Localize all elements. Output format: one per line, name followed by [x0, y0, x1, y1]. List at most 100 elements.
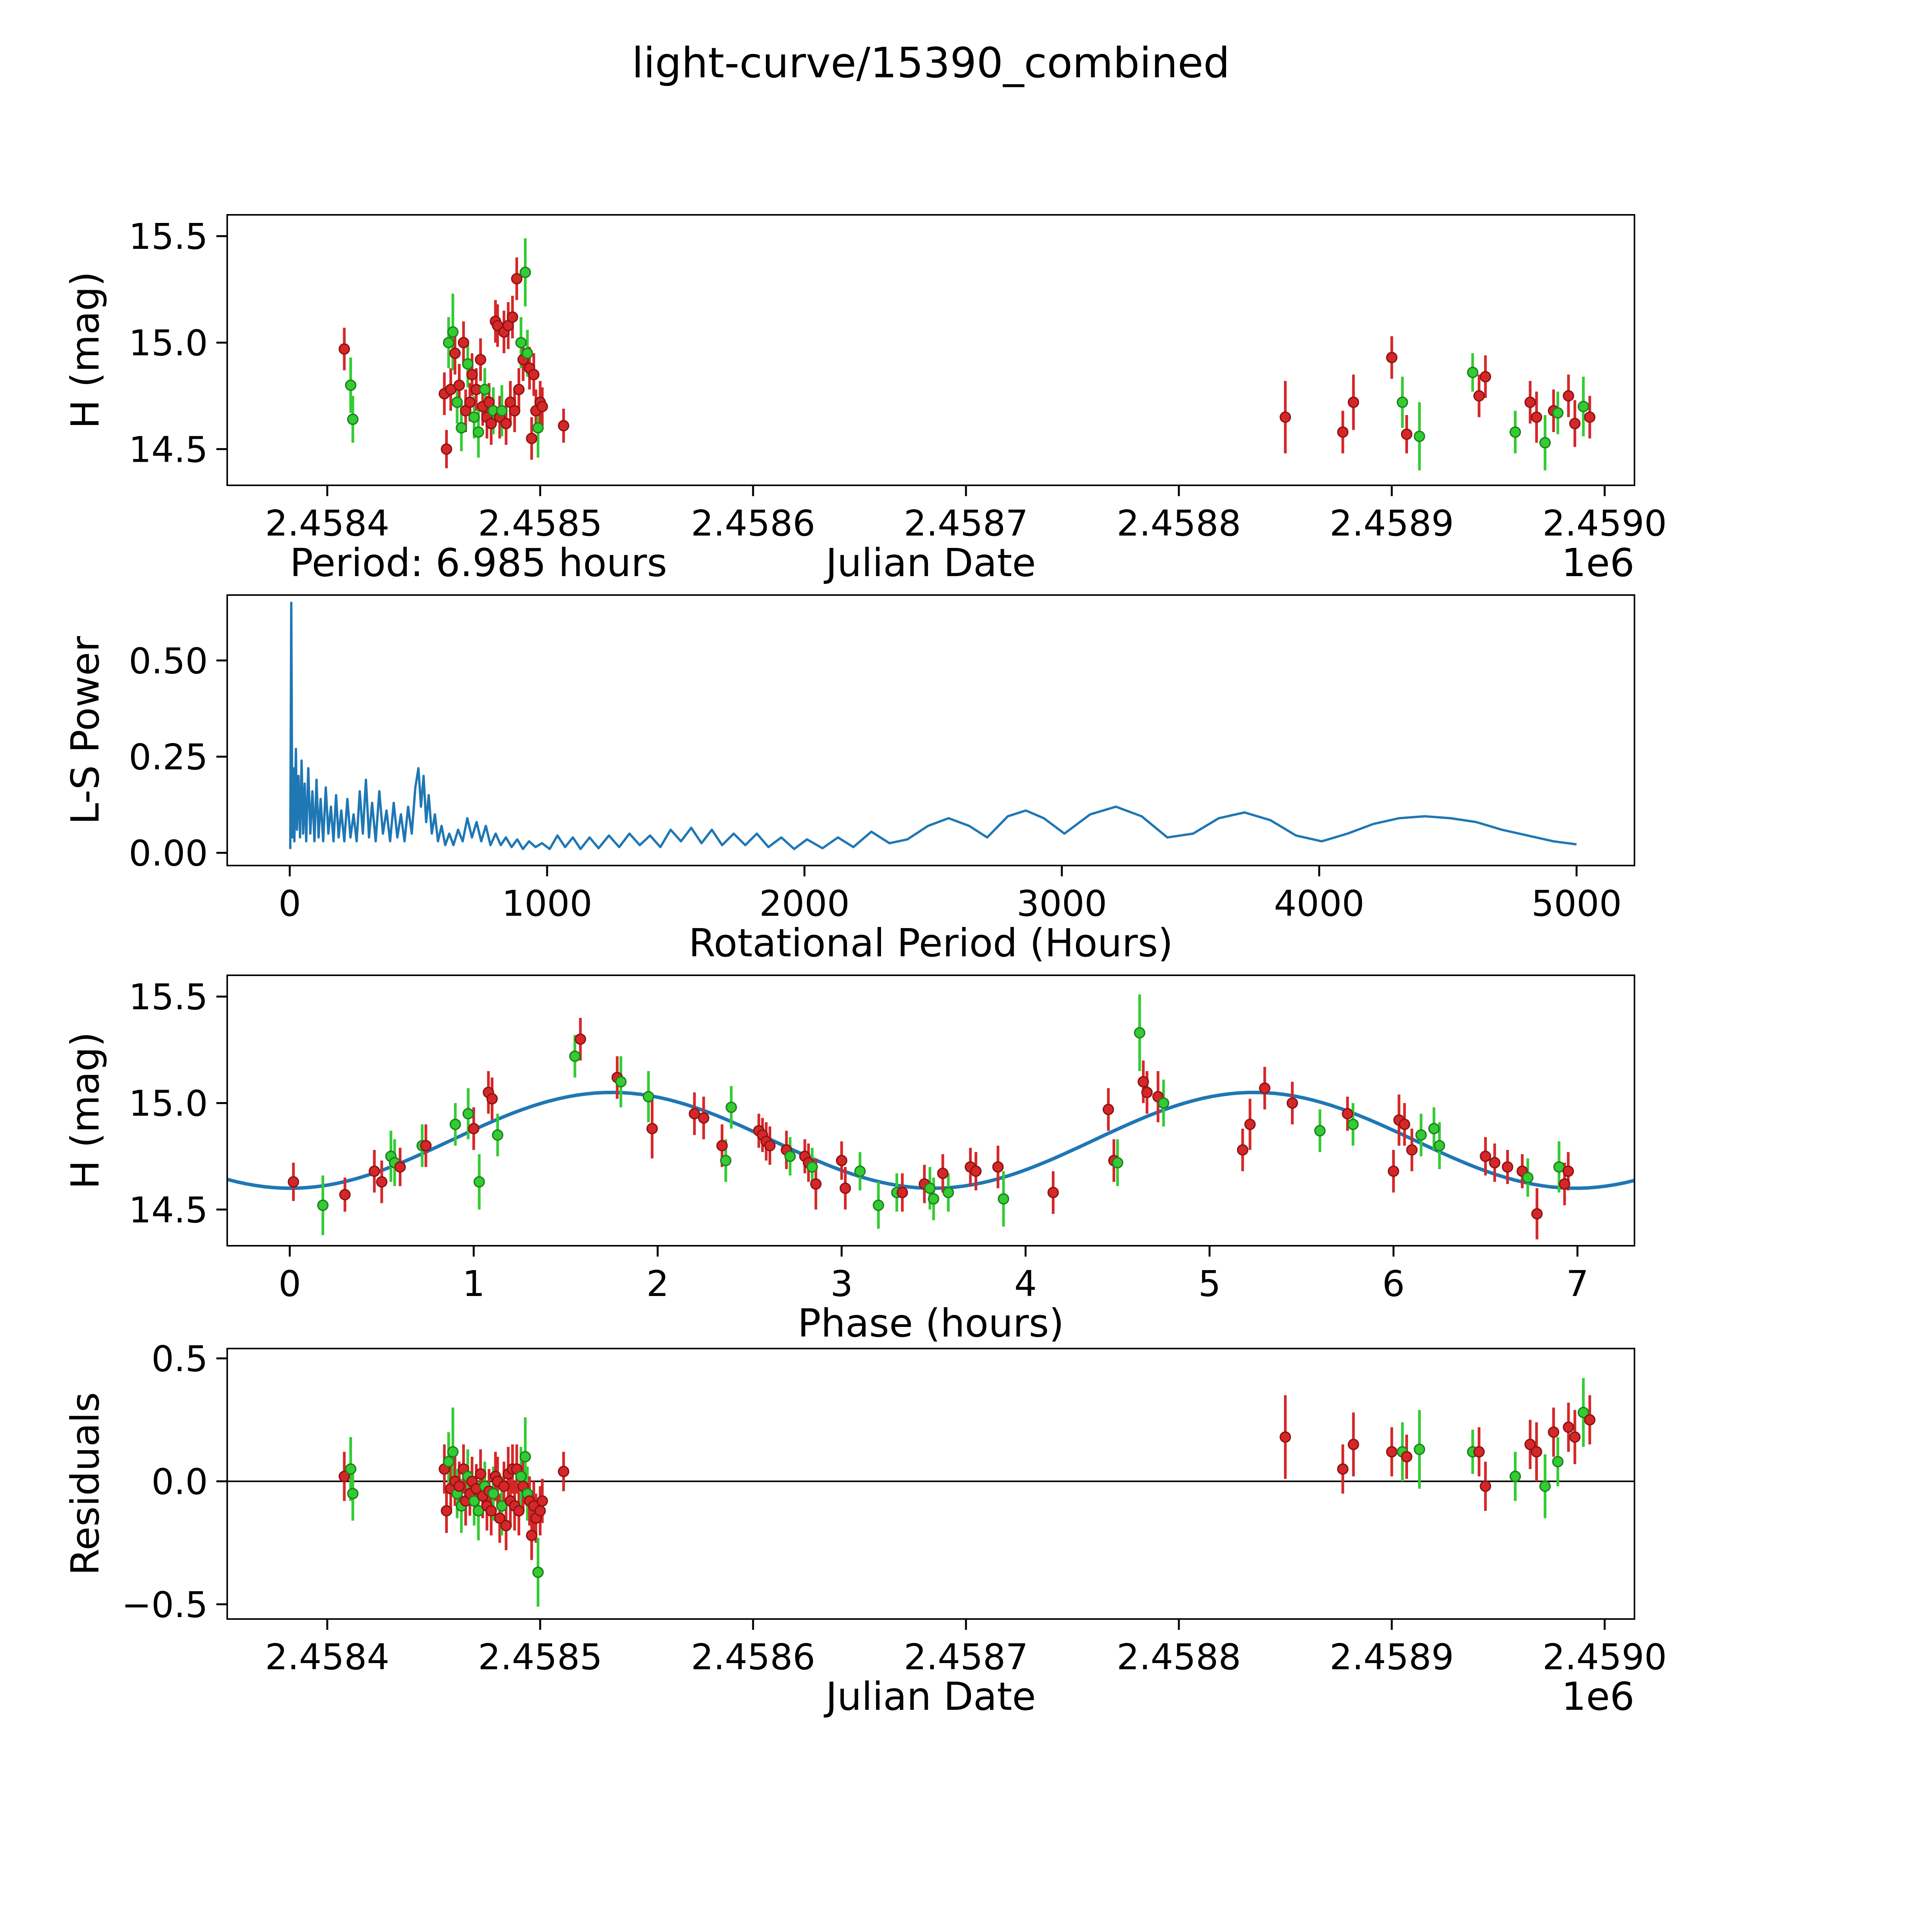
figure-title: light-curve/15390_combined	[632, 39, 1230, 87]
data-point	[1531, 411, 1543, 423]
x-tick-label: 2	[646, 1263, 669, 1304]
data-point	[615, 1076, 627, 1088]
data-point	[513, 384, 525, 395]
axes-frame	[226, 214, 1635, 486]
data-point	[519, 267, 531, 278]
data-point	[725, 1101, 737, 1113]
data-point	[513, 1505, 525, 1517]
data-point	[1509, 1471, 1521, 1482]
data-point	[1578, 401, 1589, 412]
data-points	[338, 267, 1596, 455]
panel-phased-lightcurve: 0 1 2 3 4 5 6 7 14.5 15.0 15.5	[129, 975, 1635, 1304]
data-point	[474, 354, 486, 366]
data-point	[347, 413, 359, 425]
data-point	[453, 379, 465, 391]
x-tick-label: 2000	[759, 883, 850, 924]
x-tick-label: 2.4590	[1543, 1636, 1667, 1678]
data-point	[1552, 1456, 1564, 1468]
y-tick-label: 0.25	[129, 736, 208, 778]
data-point	[509, 405, 520, 417]
y-tick-label: 14.5	[129, 429, 208, 470]
data-point	[1480, 1480, 1492, 1492]
data-point	[1259, 1082, 1270, 1094]
x-tick-label: 1000	[502, 883, 592, 924]
data-point	[643, 1091, 654, 1102]
data-point	[473, 1176, 485, 1188]
data-point	[1428, 1123, 1440, 1134]
data-point	[1522, 1172, 1534, 1184]
data-point	[1286, 1097, 1298, 1109]
data-point	[1388, 1165, 1400, 1177]
data-point	[338, 343, 350, 355]
data-point	[1578, 1406, 1589, 1418]
data-point	[534, 1505, 546, 1517]
panels: 2.4584 2.4585 2.4586 2.4587 2.4588 2.4589 2.45…	[122, 214, 1667, 1678]
data-point	[1552, 407, 1564, 419]
data-point	[896, 1187, 908, 1198]
data-point	[462, 1108, 474, 1120]
data-point	[479, 384, 491, 395]
data-point	[1502, 1161, 1514, 1173]
data-point	[1415, 1129, 1427, 1141]
data-point	[347, 1488, 359, 1500]
x-tick-label: 7	[1566, 1263, 1589, 1304]
data-point	[474, 1468, 486, 1480]
x-tick-label: 3000	[1017, 883, 1107, 924]
data-point	[447, 326, 459, 338]
axes-frame	[226, 594, 1635, 866]
data-point	[449, 1119, 461, 1130]
data-point	[522, 347, 533, 359]
y-tick-label: 0.00	[129, 833, 208, 874]
data-point	[1138, 1076, 1149, 1088]
data-point	[394, 1161, 406, 1173]
data-point	[764, 1140, 776, 1151]
p1-xlabel: Julian Date	[823, 540, 1036, 585]
data-point	[1480, 371, 1492, 383]
data-point	[526, 1529, 537, 1541]
data-point	[468, 1495, 480, 1507]
p4-axis-offset: 1e6	[1561, 1674, 1634, 1719]
y-tick-label: 0.50	[129, 640, 208, 682]
x-tick-label: 4000	[1274, 883, 1364, 924]
data-point	[1141, 1087, 1153, 1098]
data-point	[440, 443, 452, 455]
data-point	[1347, 396, 1359, 408]
panel-residuals: 2.4584 2.4585 2.4586 2.4587 2.4588 2.4589 2.45…	[122, 1338, 1667, 1678]
x-tick-label: 2.4587	[904, 1636, 1028, 1678]
data-point	[485, 418, 497, 429]
x-tick-label: 2.4584	[265, 503, 389, 544]
x-tick-label: 2.4585	[478, 503, 602, 544]
data-point	[1434, 1140, 1446, 1151]
data-point	[486, 1093, 498, 1105]
x-tick-label: 0	[279, 1263, 301, 1304]
data-point	[457, 337, 469, 349]
data-point	[532, 422, 544, 434]
data-point	[515, 337, 527, 349]
data-point	[1347, 1439, 1359, 1450]
period-annotation: Period: 6.985 hours	[290, 540, 667, 585]
y-axis-ticks: 14.5 15.0 15.5	[129, 976, 227, 1231]
data-point	[924, 1182, 936, 1194]
x-tick-label: 2.4587	[904, 503, 1028, 544]
data-point	[1342, 1108, 1354, 1120]
data-point	[942, 1187, 954, 1198]
data-point	[1553, 1161, 1565, 1173]
panel-jd-lightcurve: 2.4584 2.4585 2.4586 2.4587 2.4588 2.4589 2.45…	[129, 214, 1667, 544]
data-point	[575, 1033, 586, 1045]
data-point	[1413, 430, 1425, 442]
data-point	[528, 369, 540, 381]
data-point	[689, 1108, 700, 1120]
data-point	[449, 347, 461, 359]
data-point	[492, 1129, 503, 1141]
p2-xlabel: Rotational Period (Hours)	[689, 920, 1173, 966]
data-point	[1386, 1446, 1398, 1458]
data-point	[447, 1446, 459, 1458]
data-point	[485, 1505, 497, 1517]
data-point	[1401, 1451, 1413, 1463]
panel-periodogram: 0 1000 2000 3000 4000 5000 0.00 0.25 0.50	[129, 594, 1635, 924]
data-point	[287, 1176, 299, 1188]
y-tick-label: 0.0	[151, 1461, 208, 1503]
data-point	[473, 1505, 484, 1517]
data-point	[494, 1512, 506, 1524]
data-point	[443, 1456, 454, 1468]
